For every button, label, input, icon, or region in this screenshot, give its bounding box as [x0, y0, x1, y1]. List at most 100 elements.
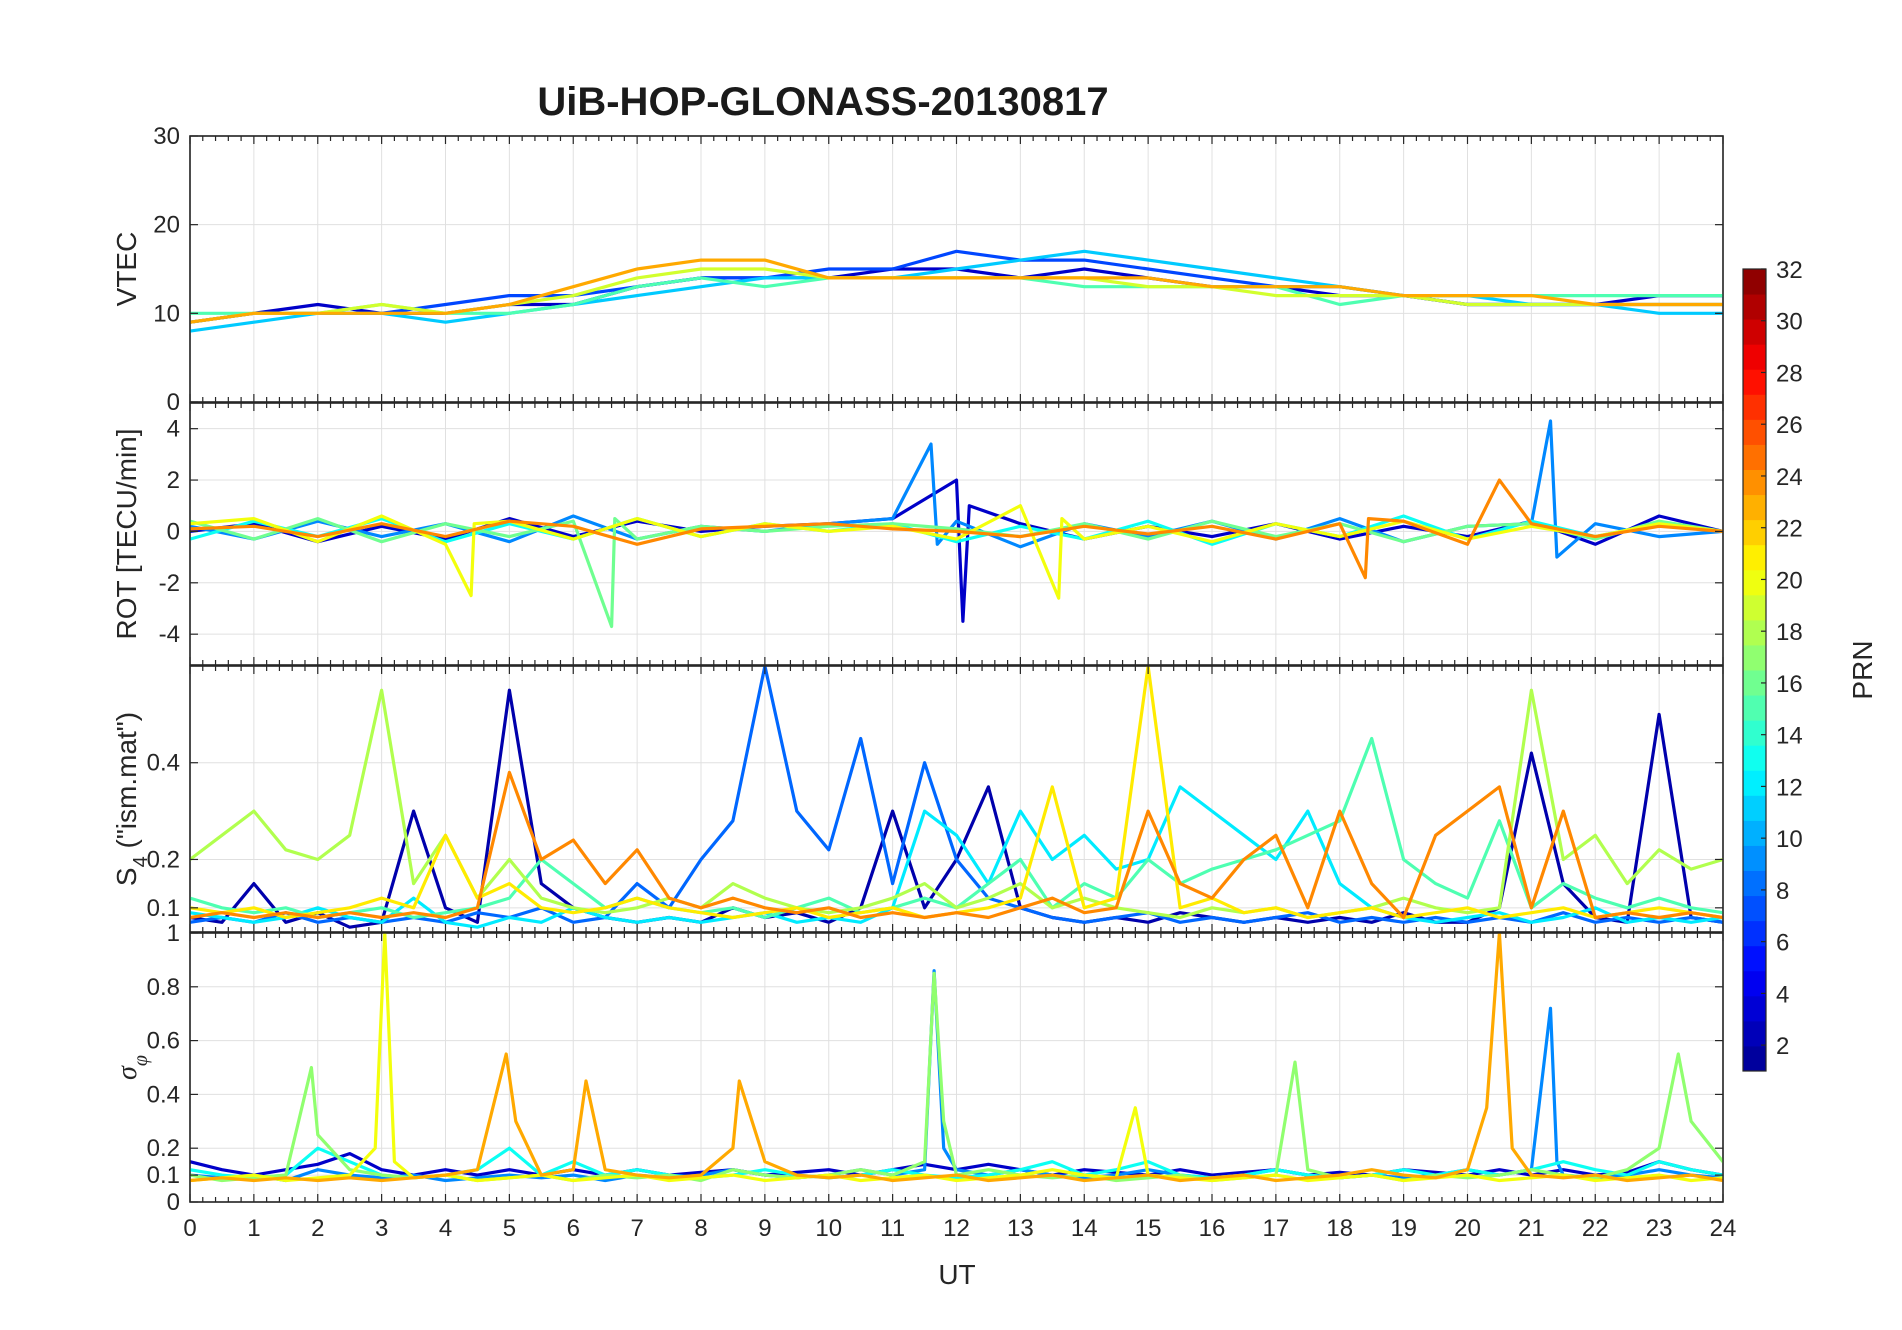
y-tick-label: 0.8	[147, 974, 180, 1001]
x-tick-label: 8	[694, 1215, 707, 1242]
x-tick-label: 9	[758, 1215, 771, 1242]
x-axis-label: UT	[938, 1259, 975, 1290]
colorbar-tick-label: 12	[1776, 774, 1803, 801]
colorbar-segment	[1743, 895, 1766, 922]
series-line-prn-20	[190, 504, 1723, 600]
y-tick-label: 0.2	[147, 1135, 180, 1162]
colorbar-segment	[1743, 344, 1766, 370]
series-group	[190, 933, 1723, 1183]
x-tick-label: 18	[1326, 1215, 1353, 1242]
colorbar-tick-label: 6	[1776, 930, 1789, 957]
colorbar-segment	[1743, 1045, 1766, 1072]
colorbar-label: PRN	[1847, 640, 1878, 699]
x-tick-label: 6	[567, 1215, 580, 1242]
y-tick-label: -4	[159, 621, 180, 648]
x-tick-label: 12	[943, 1215, 970, 1242]
series-line-prn-9	[190, 419, 1723, 559]
x-tick-label: 15	[1135, 1215, 1162, 1242]
series-line-prn-12	[190, 785, 1723, 929]
colorbar-segment	[1743, 369, 1766, 395]
y-tick-label: 0	[167, 1189, 180, 1216]
colorbar-segment	[1743, 619, 1766, 646]
x-tick-label: 3	[375, 1215, 388, 1242]
x-tick-label: 2	[311, 1215, 324, 1242]
y-tick-label: -2	[159, 570, 180, 597]
y-tick-label: 4	[167, 416, 180, 443]
colorbar-segment	[1743, 920, 1766, 947]
colorbar-segment	[1743, 294, 1766, 320]
y-axis-label-sigma: σφ	[112, 1055, 152, 1080]
y-tick-label: 0.4	[147, 750, 180, 777]
y-tick-label: 0	[167, 518, 180, 545]
x-tick-label: 7	[630, 1215, 643, 1242]
colorbar-segment	[1743, 319, 1766, 345]
colorbar-segment	[1743, 544, 1766, 571]
series-line-prn-24	[190, 770, 1723, 920]
y-tick-label: 0.4	[147, 1081, 180, 1108]
colorbar-segment	[1743, 845, 1766, 871]
colorbar-segment	[1743, 670, 1766, 696]
x-tick-label: 11	[880, 1215, 905, 1242]
colorbar-tick-label: 32	[1776, 257, 1803, 284]
y-tick-label: 0.6	[147, 1028, 180, 1055]
colorbar-tick-label: 28	[1776, 360, 1803, 387]
y-tick-label: 1	[167, 920, 180, 947]
x-tick-label: 16	[1199, 1215, 1226, 1242]
colorbar-tick-label: 22	[1776, 516, 1803, 543]
panel-rot: -4 -2 0 2 4 ROT [TECU/min]	[111, 402, 1724, 666]
x-tick-label: 13	[1007, 1215, 1034, 1242]
colorbar-segment	[1743, 1020, 1766, 1047]
y-tick-label: 30	[153, 123, 180, 150]
x-tick-label: 14	[1071, 1215, 1098, 1242]
series-group	[190, 249, 1723, 333]
x-tick-label: 0	[183, 1215, 196, 1242]
series-line-prn-16	[190, 517, 1723, 629]
colorbar-segment	[1743, 795, 1766, 821]
x-tick-label: 4	[439, 1215, 452, 1242]
colorbar-segment	[1743, 269, 1766, 295]
colorbar-segment	[1743, 720, 1766, 746]
panel-s4: 0.1 0.2 0.4S4 ("ism.mat")	[111, 665, 1724, 933]
colorbar-segment	[1743, 770, 1766, 796]
colorbar-tick-label: 2	[1776, 1033, 1789, 1060]
colorbar-tick-label: 14	[1776, 723, 1803, 750]
colorbar-segment	[1743, 945, 1766, 972]
y-axis-label-rot: ROT [TECU/min]	[111, 428, 142, 639]
colorbar-segment	[1743, 870, 1766, 897]
colorbar-segment	[1743, 995, 1766, 1022]
y-tick-label: 0.1	[147, 1162, 180, 1189]
colorbar-tick-label: 20	[1776, 567, 1803, 594]
y-tick-label: 0.1	[147, 895, 180, 922]
colorbar-tick-label: 8	[1776, 878, 1789, 905]
colorbar-segment	[1743, 820, 1766, 846]
colorbar-segment	[1743, 419, 1766, 445]
colorbar-segment	[1743, 745, 1766, 771]
colorbar-segment	[1743, 494, 1766, 521]
y-tick-label: 10	[153, 300, 180, 327]
y-tick-label: 20	[153, 212, 180, 239]
series-group	[190, 419, 1723, 629]
colorbar-frame	[1742, 268, 1767, 1072]
colorbar-segment	[1743, 970, 1766, 997]
series-line-prn-23	[190, 258, 1723, 324]
colorbar-segment	[1743, 695, 1766, 721]
colorbar-segment	[1743, 519, 1766, 546]
x-tick-label: 24	[1710, 1215, 1737, 1242]
panel-vtec: 0 10 20 30 VTEC	[111, 123, 1724, 416]
series-group	[190, 666, 1723, 929]
colorbar-tick-label: 18	[1776, 619, 1803, 646]
x-tick-label: 17	[1263, 1215, 1290, 1242]
colorbar-tick-label: 10	[1776, 826, 1803, 853]
colorbar-segment	[1743, 394, 1766, 420]
colorbar-tick-label: 16	[1776, 671, 1803, 698]
x-tick-label: 20	[1454, 1215, 1481, 1242]
x-tick-label: 22	[1582, 1215, 1609, 1242]
series-line-prn-24	[190, 478, 1723, 580]
y-tick-label: 0.2	[147, 846, 180, 873]
x-tick-label: 19	[1390, 1215, 1417, 1242]
x-tick-label: 10	[815, 1215, 842, 1242]
colorbar-segment	[1743, 594, 1766, 621]
